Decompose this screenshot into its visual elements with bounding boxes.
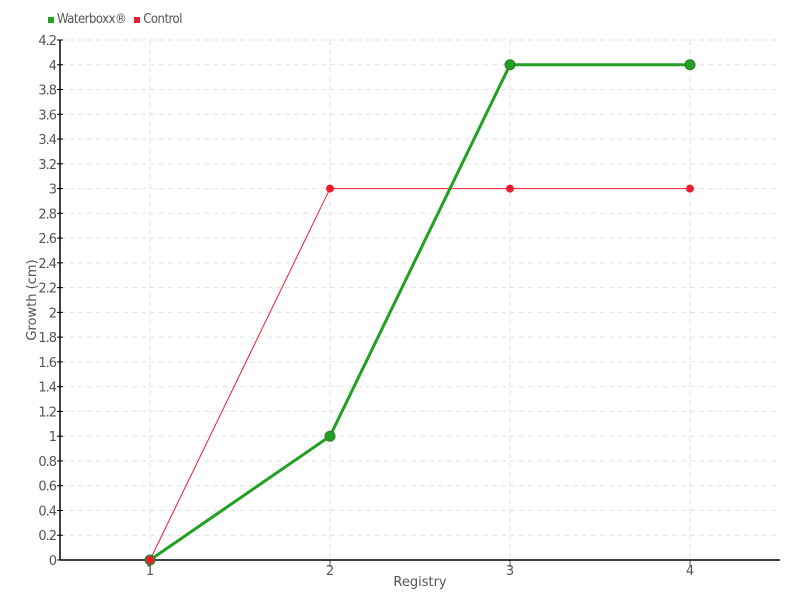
axes: 0 0.2 0.4 0.6 0.8 1 1.2 1.4 1.6 1.8 2 2.2 2.4 2.6 2.8 3…: [38, 34, 780, 579]
data-point-control: [506, 184, 514, 193]
y-tick-label: 2: [49, 306, 56, 321]
y-tick-label: 1.6: [38, 356, 56, 371]
legend-swatch-control: [134, 16, 141, 23]
x-tick-label: 4: [686, 564, 694, 579]
series-line-control: [149, 188, 690, 561]
y-tick-label: 0.2: [38, 529, 56, 544]
legend-item-control[interactable]: Control: [134, 12, 182, 27]
data-point-waterboxx: [504, 59, 516, 71]
grid: [60, 39, 780, 560]
y-tick-label: 3.8: [38, 84, 56, 99]
legend-label-waterboxx: Waterboxx®: [57, 12, 127, 27]
y-tick-label: 2.2: [38, 282, 56, 297]
data-point-control: [326, 184, 334, 193]
y-tick-label: 4: [49, 59, 57, 74]
data-point-control: [146, 556, 154, 564]
y-tick-label: 3.2: [38, 158, 56, 173]
y-tick-label: 4.2: [38, 34, 56, 49]
y-tick-label: 0.4: [38, 504, 56, 519]
y-tick-label: 2.4: [38, 257, 56, 272]
legend-swatch-waterboxx: [48, 16, 54, 23]
legend-item-waterboxx[interactable]: Waterboxx®: [48, 12, 127, 27]
data-point-control: [686, 184, 694, 193]
y-tick-label: 3: [49, 183, 57, 198]
y-tick-label: 0.6: [38, 480, 56, 495]
series-line-waterboxx: [149, 63, 690, 562]
y-tick-label: 2.8: [38, 207, 56, 222]
y-tick-label: 1.2: [38, 405, 56, 420]
x-tick-label: 3: [506, 564, 514, 579]
legend-label-control: Control: [143, 12, 182, 27]
y-tick-label: 3.6: [38, 108, 56, 123]
y-tick-label: 0: [49, 554, 57, 569]
x-tick-label: 2: [326, 564, 334, 579]
y-axis-label: Growth (cm): [25, 259, 40, 340]
y-tick-label: 3.4: [38, 133, 56, 148]
y-tick-label: 1.4: [38, 381, 56, 396]
series-layer: [144, 59, 696, 566]
x-tick-label: 1: [146, 564, 154, 579]
data-point-waterboxx: [324, 430, 336, 442]
y-tick-label: 2.6: [38, 232, 56, 247]
y-tick-label: 0.8: [38, 455, 56, 470]
y-tick-label: 1: [49, 430, 57, 445]
data-point-waterboxx: [684, 59, 696, 71]
x-axis-label: Registry: [393, 575, 447, 590]
y-tick-label: 1.8: [38, 331, 56, 346]
legend: Waterboxx® Control: [48, 12, 182, 27]
